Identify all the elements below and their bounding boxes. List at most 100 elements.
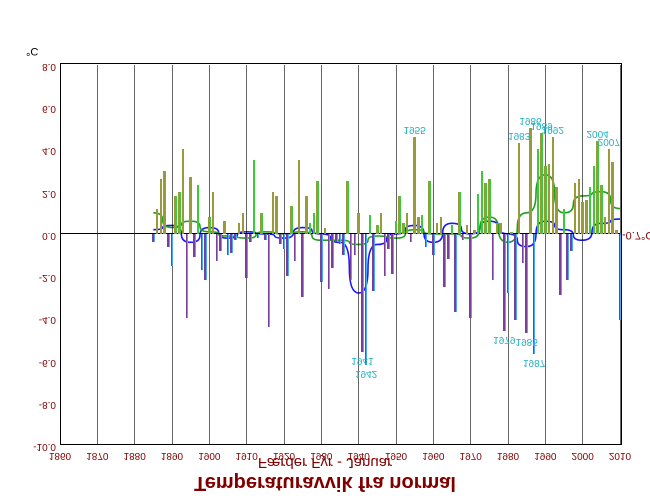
bar-hairline <box>527 234 528 333</box>
bar-hairline <box>269 234 270 327</box>
x-tick-label: 1900 <box>198 450 220 461</box>
bar-hairline <box>351 234 352 280</box>
bar-hairline <box>187 234 188 318</box>
bar-hairline <box>374 234 375 291</box>
bar-hairline <box>579 179 580 234</box>
bar-hairline <box>523 234 524 264</box>
bar-hairline <box>617 230 618 234</box>
x-tick-label: 1980 <box>497 450 519 461</box>
bar-hairline <box>247 234 248 278</box>
bar-hairline <box>549 164 550 234</box>
bar-hairline <box>180 192 181 234</box>
bar-hairline <box>572 234 573 251</box>
x-tick-label: 1880 <box>124 450 146 461</box>
bar-hairline <box>471 234 472 318</box>
bar-hairline <box>318 181 319 234</box>
x-gridline <box>209 65 210 445</box>
bar-hairline <box>191 177 192 234</box>
x-tick-label: 1930 <box>310 450 332 461</box>
y-tick-label: -8.0 <box>16 399 56 410</box>
bar-hairline <box>381 213 382 234</box>
callout-label: 1992 <box>542 124 564 135</box>
y-tick-label: 4.0 <box>16 145 56 156</box>
bar-hairline <box>411 234 412 242</box>
bar-hairline <box>460 192 461 234</box>
y-tick-label: -4.0 <box>16 314 56 325</box>
bar-hairline <box>161 179 162 234</box>
bar-hairline <box>292 206 293 233</box>
x-tick-label: 1920 <box>273 450 295 461</box>
x-gridline <box>433 65 434 445</box>
bar-hairline <box>542 133 543 234</box>
bar-hairline <box>232 234 233 253</box>
bar-hairline <box>389 234 390 249</box>
bar-hairline <box>422 215 423 234</box>
y-tick-label: -6.0 <box>16 357 56 368</box>
bar-hairline <box>426 234 427 247</box>
bar-hairline <box>288 234 289 276</box>
bar-hairline <box>363 234 364 352</box>
bar-hairline <box>198 185 199 234</box>
bar-hairline <box>239 223 240 234</box>
bar-hairline <box>243 213 244 234</box>
bar-hairline <box>430 181 431 234</box>
x-tick-label: 1910 <box>236 450 258 461</box>
bar-hairline <box>303 234 304 297</box>
bar-hairline <box>213 192 214 234</box>
bar-hairline <box>482 171 483 234</box>
bar-hairline <box>561 234 562 295</box>
bar-hairline <box>516 234 517 321</box>
y-axis-label: °C <box>26 45 38 57</box>
bar-hairline <box>594 166 595 234</box>
bar-hairline <box>281 234 282 245</box>
bar-hairline <box>407 213 408 234</box>
bar-hairline <box>221 234 222 251</box>
bar-hairline <box>295 234 296 261</box>
title-line1: Temperaturavvik fra normal <box>0 471 650 494</box>
bar-hairline <box>602 185 603 234</box>
bar-hairline <box>419 217 420 234</box>
callout-label: 1955 <box>404 124 426 135</box>
x-tick-label: 1960 <box>422 450 444 461</box>
bar-hairline <box>251 234 252 242</box>
bar-hairline <box>508 234 509 293</box>
x-tick-label: 1970 <box>460 450 482 461</box>
bar-hairline <box>583 202 584 234</box>
bar-hairline <box>355 234 356 255</box>
bar-hairline <box>183 149 184 233</box>
x-gridline <box>60 65 61 445</box>
y-tick-label: 0.0 <box>16 230 56 241</box>
bar-hairline <box>564 209 565 234</box>
y-tick-label: 6.0 <box>16 103 56 114</box>
bar-hairline <box>493 234 494 280</box>
bar-hairline <box>172 234 173 266</box>
bar-hairline <box>490 179 491 234</box>
callout-label: 1985 <box>516 336 538 347</box>
bar-hairline <box>478 194 479 234</box>
bar-hairline <box>553 137 554 234</box>
bar-hairline <box>370 215 371 234</box>
bar-hairline <box>467 225 468 233</box>
bar-hairline <box>590 187 591 233</box>
x-tick-label: 2010 <box>609 450 631 461</box>
bar-hairline <box>575 183 576 234</box>
bar-hairline <box>452 225 453 233</box>
bar-hairline <box>325 228 326 234</box>
bar-hairline <box>195 234 196 257</box>
bar-hairline <box>587 200 588 234</box>
x-gridline <box>97 65 98 445</box>
x-tick-label: 1870 <box>86 450 108 461</box>
bar-hairline <box>519 143 520 234</box>
bar-hairline <box>512 232 513 234</box>
bar-hairline <box>299 160 300 234</box>
bar-hairline <box>359 213 360 234</box>
y-tick-label: 8.0 <box>16 61 56 72</box>
bar-hairline <box>277 196 278 234</box>
callout-label: 1941 <box>351 355 373 366</box>
bar-hairline <box>445 234 446 287</box>
bar-hairline <box>568 234 569 280</box>
bar-hairline <box>505 234 506 331</box>
bar-hairline <box>605 217 606 234</box>
bar-hairline <box>266 234 267 240</box>
bar-hairline <box>396 221 397 234</box>
